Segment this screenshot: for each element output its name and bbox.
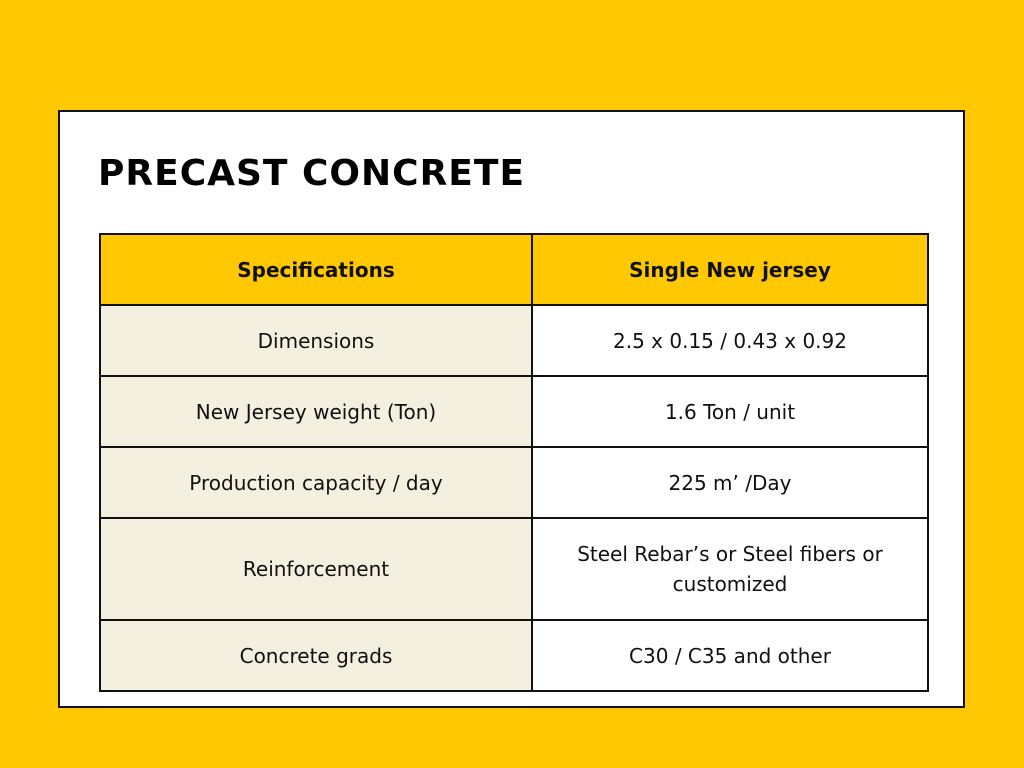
- value-cell-reinforcement: Steel Rebar’s or Steel fibers or customi…: [531, 517, 929, 621]
- table-row: Dimensions 2.5 x 0.15 / 0.43 x 0.92: [99, 304, 929, 377]
- spec-table: Specifications Single New jersey Dimensi…: [99, 233, 929, 692]
- table-header-row: Specifications Single New jersey: [99, 233, 929, 306]
- spec-cell-reinforcement: Reinforcement: [99, 517, 533, 621]
- spec-cell-weight: New Jersey weight (Ton): [99, 375, 533, 448]
- spec-cell-production-capacity: Production capacity / day: [99, 446, 533, 519]
- table-row: Reinforcement Steel Rebar’s or Steel fib…: [99, 517, 929, 621]
- value-cell-dimensions: 2.5 x 0.15 / 0.43 x 0.92: [531, 304, 929, 377]
- header-specifications: Specifications: [99, 233, 533, 306]
- spec-cell-dimensions: Dimensions: [99, 304, 533, 377]
- header-single-new-jersey: Single New jersey: [531, 233, 929, 306]
- spec-card: PRECAST CONCRETE Specifications Single N…: [58, 110, 965, 708]
- table-row: New Jersey weight (Ton) 1.6 Ton / unit: [99, 375, 929, 448]
- spec-cell-concrete-grads: Concrete grads: [99, 619, 533, 692]
- value-cell-weight: 1.6 Ton / unit: [531, 375, 929, 448]
- table-row: Concrete grads C30 / C35 and other: [99, 619, 929, 692]
- page-title: PRECAST CONCRETE: [98, 153, 526, 194]
- value-cell-production-capacity: 225 m’ /Day: [531, 446, 929, 519]
- value-cell-concrete-grads: C30 / C35 and other: [531, 619, 929, 692]
- table-row: Production capacity / day 225 m’ /Day: [99, 446, 929, 519]
